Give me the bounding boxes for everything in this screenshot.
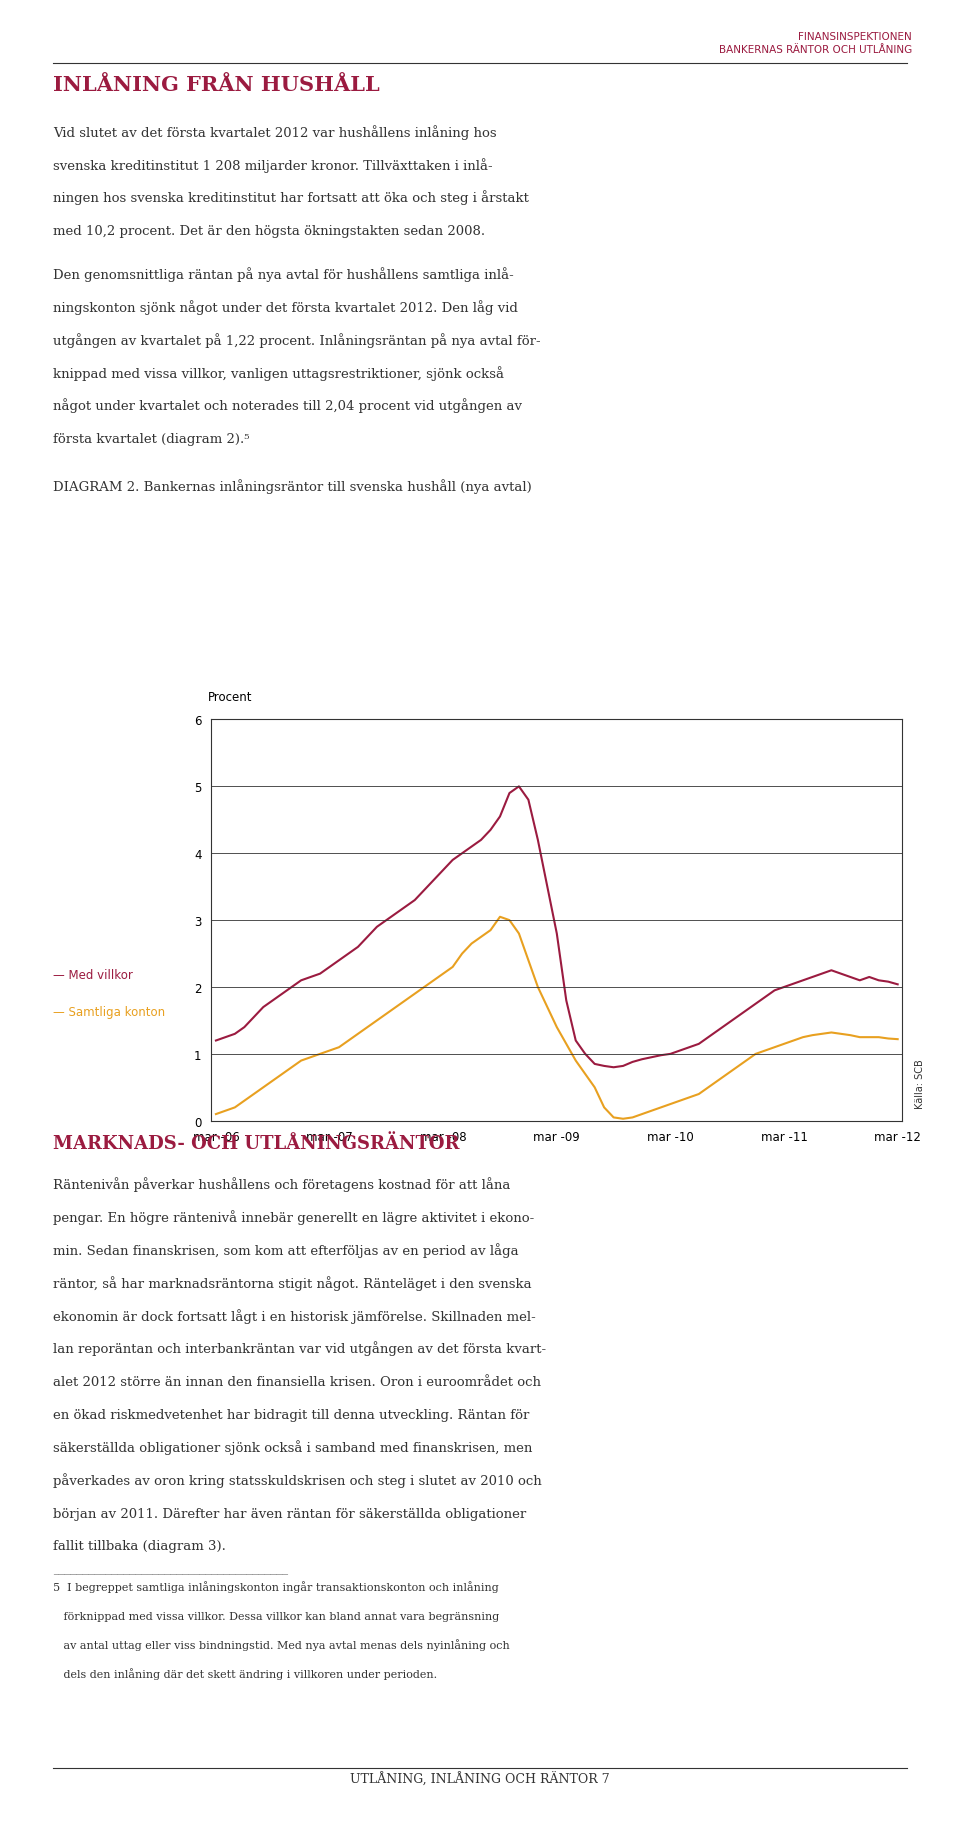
Text: något under kvartalet och noterades till 2,04 procent vid utgången av: något under kvartalet och noterades till…	[53, 397, 522, 414]
Text: MARKNADS- OCH UTLÅNINGSRÄNTOR: MARKNADS- OCH UTLÅNINGSRÄNTOR	[53, 1134, 459, 1152]
Text: Procent: Procent	[207, 691, 252, 704]
Text: ────────────────────────────────────────: ────────────────────────────────────────	[53, 1570, 288, 1579]
Text: svenska kreditinstitut 1 208 miljarder kronor. Tillväxttaken i inlå-: svenska kreditinstitut 1 208 miljarder k…	[53, 157, 492, 173]
Text: första kvartalet (diagram 2).⁵: första kvartalet (diagram 2).⁵	[53, 434, 250, 447]
Text: en ökad riskmedvetenhet har bidragit till denna utveckling. Räntan för: en ökad riskmedvetenhet har bidragit til…	[53, 1409, 529, 1422]
Text: FINANSINSPEKTIONEN: FINANSINSPEKTIONEN	[799, 33, 912, 42]
Text: dels den inlåning där det skett ändring i villkoren under perioden.: dels den inlåning där det skett ändring …	[53, 1668, 437, 1679]
Text: ningskonton sjönk något under det första kvartalet 2012. Den låg vid: ningskonton sjönk något under det första…	[53, 299, 517, 315]
Text: — Samtliga konton: — Samtliga konton	[53, 1004, 165, 1019]
Text: BANKERNAS RÄNTOR OCH UTLÅNING: BANKERNAS RÄNTOR OCH UTLÅNING	[719, 46, 912, 55]
Text: UTLÅNING, INLÅNING OCH RÄNTOR 7: UTLÅNING, INLÅNING OCH RÄNTOR 7	[350, 1772, 610, 1787]
Text: knippad med vissa villkor, vanligen uttagsrestriktioner, sjönk också: knippad med vissa villkor, vanligen utta…	[53, 365, 504, 381]
Text: påverkades av oron kring statsskuldskrisen och steg i slutet av 2010 och: påverkades av oron kring statsskuldskris…	[53, 1471, 541, 1488]
Text: Räntenivån påverkar hushållens och företagens kostnad för att låna: Räntenivån påverkar hushållens och föret…	[53, 1176, 510, 1192]
Text: 5  I begreppet samtliga inlåningskonton ingår transaktionskonton och inlåning: 5 I begreppet samtliga inlåningskonton i…	[53, 1581, 498, 1591]
Text: lan reporäntan och interbankräntan var vid utgången av det första kvart-: lan reporäntan och interbankräntan var v…	[53, 1340, 546, 1356]
Text: INLÅNING FRÅN HUSHÅLL: INLÅNING FRÅN HUSHÅLL	[53, 75, 379, 95]
Text: av antal uttag eller viss bindningstid. Med nya avtal menas dels nyinlåning och: av antal uttag eller viss bindningstid. …	[53, 1639, 510, 1650]
Text: Den genomsnittliga räntan på nya avtal för hushållens samtliga inlå-: Den genomsnittliga räntan på nya avtal f…	[53, 266, 514, 283]
Text: med 10,2 procent. Det är den högsta ökningstakten sedan 2008.: med 10,2 procent. Det är den högsta ökni…	[53, 226, 485, 239]
Text: min. Sedan finanskrisen, som kom att efterföljas av en period av låga: min. Sedan finanskrisen, som kom att eft…	[53, 1241, 518, 1258]
Text: Vid slutet av det första kvartalet 2012 var hushållens inlåning hos: Vid slutet av det första kvartalet 2012 …	[53, 124, 496, 140]
Text: Källa: SCB: Källa: SCB	[915, 1059, 924, 1108]
Text: förknippad med vissa villkor. Dessa villkor kan bland annat vara begränsning: förknippad med vissa villkor. Dessa vill…	[53, 1612, 499, 1621]
Text: fallit tillbaka (diagram 3).: fallit tillbaka (diagram 3).	[53, 1540, 226, 1553]
Text: början av 2011. Därefter har även räntan för säkerställda obligationer: början av 2011. Därefter har även räntan…	[53, 1508, 526, 1520]
Text: säkerställda obligationer sjönk också i samband med finanskrisen, men: säkerställda obligationer sjönk också i …	[53, 1438, 532, 1455]
Text: räntor, så har marknadsräntorna stigit något. Ränteläget i den svenska: räntor, så har marknadsräntorna stigit n…	[53, 1274, 532, 1291]
Text: alet 2012 större än innan den finansiella krisen. Oron i euroområdet och: alet 2012 större än innan den finansiell…	[53, 1376, 540, 1389]
Text: pengar. En högre räntenivå innebär generellt en lägre aktivitet i ekono-: pengar. En högre räntenivå innebär gener…	[53, 1209, 534, 1225]
Text: DIAGRAM 2. Bankernas inlåningsräntor till svenska hushåll (nya avtal): DIAGRAM 2. Bankernas inlåningsräntor til…	[53, 478, 532, 494]
Text: utgången av kvartalet på 1,22 procent. Inlåningsräntan på nya avtal för-: utgången av kvartalet på 1,22 procent. I…	[53, 332, 540, 348]
Text: ekonomin är dock fortsatt lågt i en historisk jämförelse. Skillnaden mel-: ekonomin är dock fortsatt lågt i en hist…	[53, 1307, 536, 1323]
Text: — Med villkor: — Med villkor	[53, 968, 132, 983]
Text: ningen hos svenska kreditinstitut har fortsatt att öka och steg i årstakt: ningen hos svenska kreditinstitut har fo…	[53, 190, 529, 206]
